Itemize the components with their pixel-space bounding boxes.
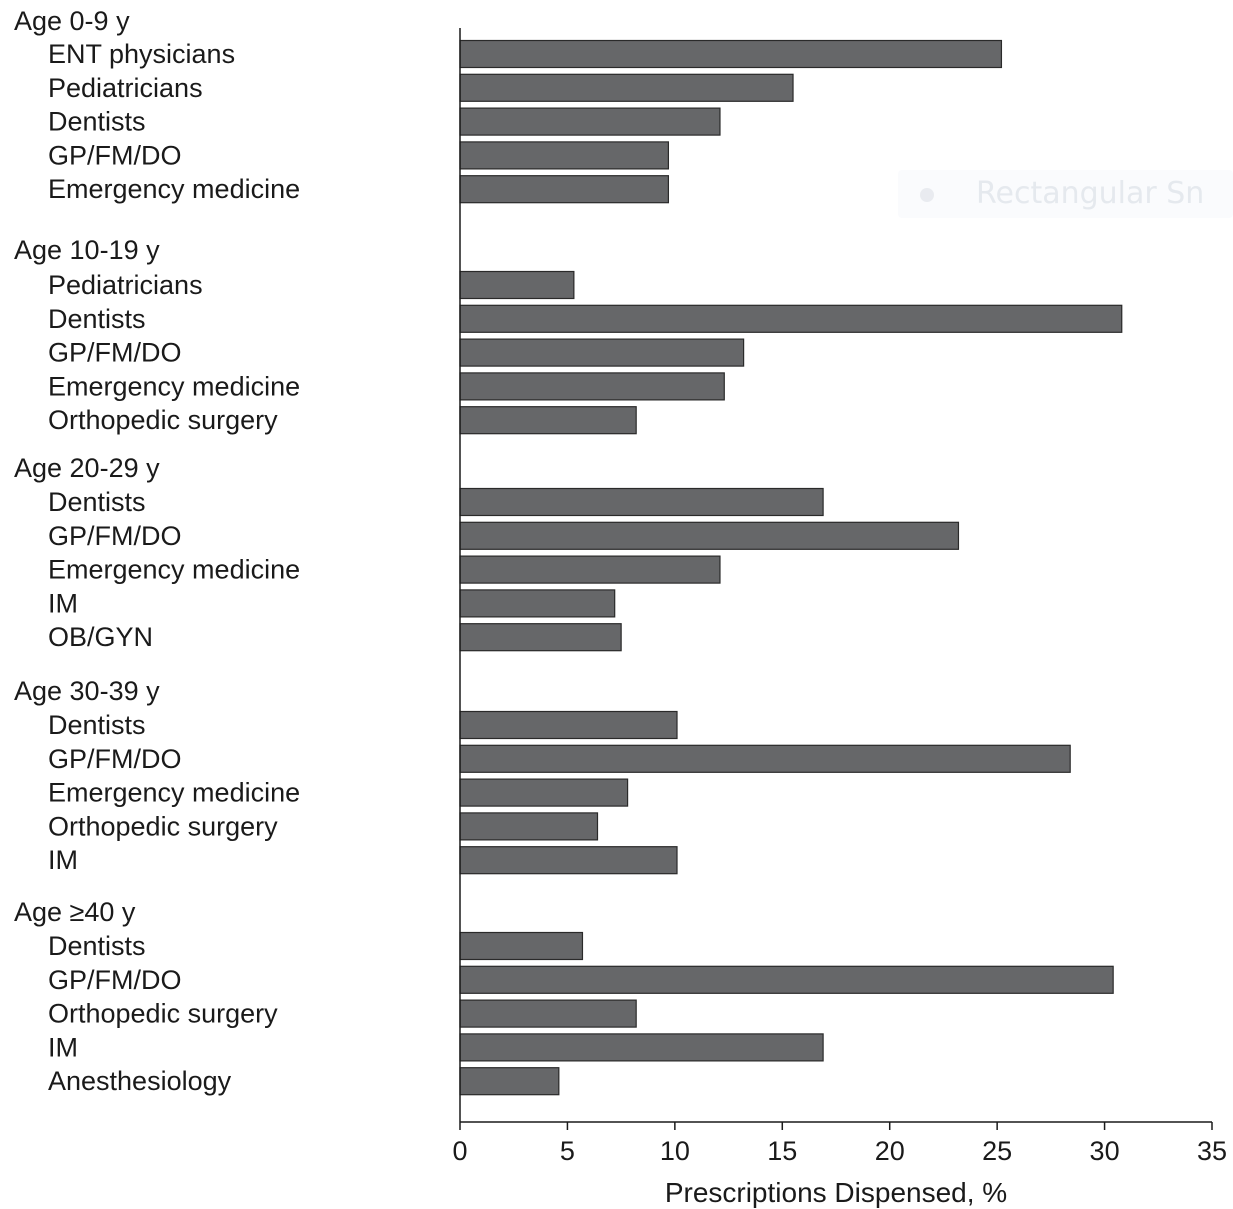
category-label: Dentists xyxy=(48,304,146,334)
category-label: IM xyxy=(48,588,78,618)
record-dot-icon xyxy=(920,188,934,202)
category-label: Orthopedic surgery xyxy=(48,811,278,841)
category-label: Dentists xyxy=(48,107,146,137)
category-label: Emergency medicine xyxy=(48,778,300,808)
category-label: Emergency medicine xyxy=(48,371,300,401)
bar xyxy=(459,73,794,102)
x-tick-label: 0 xyxy=(452,1136,467,1166)
category-label: Pediatricians xyxy=(48,73,203,103)
bar xyxy=(459,39,1003,69)
group-label: Age 10-19 y xyxy=(14,235,160,265)
bar xyxy=(459,521,960,550)
x-tick-label: 10 xyxy=(660,1136,690,1166)
category-label: GP/FM/DO xyxy=(48,744,182,774)
category-label: Anesthesiology xyxy=(48,1066,232,1096)
category-label: Dentists xyxy=(48,931,146,961)
snip-overlay: Rectangular Sn xyxy=(898,170,1233,218)
bar xyxy=(459,623,622,652)
x-tick-label: 35 xyxy=(1197,1136,1227,1166)
bar xyxy=(459,812,599,841)
group-label: Age 30-39 y xyxy=(14,676,160,706)
bar xyxy=(459,338,745,367)
group-label: Age 0-9 y xyxy=(14,6,130,36)
bar xyxy=(459,487,824,517)
bar xyxy=(459,710,678,740)
bar xyxy=(459,1033,824,1062)
bar xyxy=(459,372,725,401)
bar xyxy=(459,846,678,875)
category-label: GP/FM/DO xyxy=(48,140,182,170)
category-label: Emergency medicine xyxy=(48,174,300,204)
x-axis: 0 5 10 15 20 25 30 35 Prescriptions Dispensed, % xyxy=(452,28,1227,1208)
x-tick-label: 30 xyxy=(1090,1136,1120,1166)
x-tick-label: 20 xyxy=(875,1136,905,1166)
bar xyxy=(459,999,637,1028)
x-tick-label: 25 xyxy=(982,1136,1012,1166)
category-label: GP/FM/DO xyxy=(48,338,182,368)
group-label: Age ≥40 y xyxy=(14,897,136,927)
category-label: GP/FM/DO xyxy=(48,965,182,995)
category-label: Dentists xyxy=(48,710,146,740)
bar xyxy=(459,744,1071,773)
bar xyxy=(459,589,616,618)
x-tick-label: 5 xyxy=(560,1136,575,1166)
bar xyxy=(459,270,575,300)
category-label: Dentists xyxy=(48,487,146,517)
x-axis-title: Prescriptions Dispensed, % xyxy=(665,1177,1007,1208)
category-label: Emergency medicine xyxy=(48,555,300,585)
bars-layer xyxy=(459,39,1123,1096)
bar xyxy=(459,931,584,961)
bar xyxy=(459,965,1114,994)
category-label: IM xyxy=(48,1032,78,1062)
snip-overlay-label: Rectangular Sn xyxy=(976,176,1205,211)
group-label: Age 20-29 y xyxy=(14,453,160,483)
x-tick-label: 15 xyxy=(767,1136,797,1166)
bar xyxy=(459,175,670,204)
category-label: Pediatricians xyxy=(48,270,203,300)
category-label: ENT physicians xyxy=(48,39,235,69)
category-label: Orthopedic surgery xyxy=(48,405,278,435)
bar xyxy=(459,555,721,584)
category-label: GP/FM/DO xyxy=(48,521,182,551)
category-label: OB/GYN xyxy=(48,622,153,652)
bar xyxy=(459,778,629,807)
bar xyxy=(459,107,721,136)
bar xyxy=(459,406,637,435)
category-label: IM xyxy=(48,845,78,875)
bar xyxy=(459,141,670,170)
bar xyxy=(459,1067,560,1096)
category-label: Orthopedic surgery xyxy=(48,999,278,1029)
bar xyxy=(459,304,1123,333)
